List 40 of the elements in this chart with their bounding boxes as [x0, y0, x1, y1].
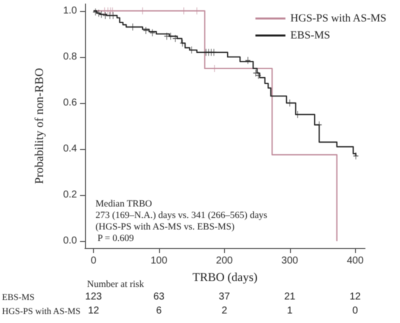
point	[353, 152, 358, 160]
x-tick-label: 300	[281, 256, 299, 266]
text: 21	[284, 292, 296, 302]
point	[316, 121, 322, 128]
x-tick-label: 0	[90, 256, 97, 266]
text: EBS-MS	[2, 292, 35, 302]
point	[172, 35, 178, 42]
point	[92, 8, 98, 16]
text: 0	[352, 306, 358, 316]
y-tick-label: 0.8	[63, 51, 78, 62]
text: 12	[350, 292, 362, 302]
y-axis-title: Probability of non-RBO	[32, 68, 46, 184]
x-tick-label: 200	[216, 256, 234, 266]
point	[211, 48, 216, 56]
text: 63	[153, 292, 165, 302]
text: HGS-PS with AS-MS	[2, 306, 81, 316]
text: 12	[88, 306, 100, 316]
legend-label: EBS-MS	[290, 30, 330, 42]
annotation: Median TRBO	[95, 199, 152, 210]
point	[143, 26, 148, 34]
y-tick-label: 0.6	[63, 97, 78, 108]
annotation: P = 0.609	[97, 234, 134, 244]
text: Number at risk	[87, 280, 144, 290]
y-tick-label: 0.0	[63, 236, 78, 247]
y-tick-label: 0.2	[63, 190, 78, 201]
text: 6	[156, 306, 162, 316]
annotation: 273 (169–N.A.) days vs. 341 (266–565) days	[95, 210, 268, 221]
legend-label: HGS-PS with AS-MS	[290, 12, 386, 24]
text: 37	[218, 292, 230, 302]
x-tick-label: 400	[346, 256, 364, 266]
annotation: (HGS-PS with AS-MS vs. EBS-MS)	[95, 222, 235, 232]
y-tick-label: 0.4	[63, 144, 78, 155]
text: 123	[85, 292, 102, 302]
x-axis-title: TRBO (days)	[192, 270, 258, 284]
point	[256, 72, 261, 79]
point	[245, 56, 250, 64]
text: 1	[286, 306, 293, 316]
text: 2	[222, 306, 228, 316]
y-tick-label: 1.0	[63, 5, 78, 16]
x-tick-label: 100	[150, 256, 168, 266]
